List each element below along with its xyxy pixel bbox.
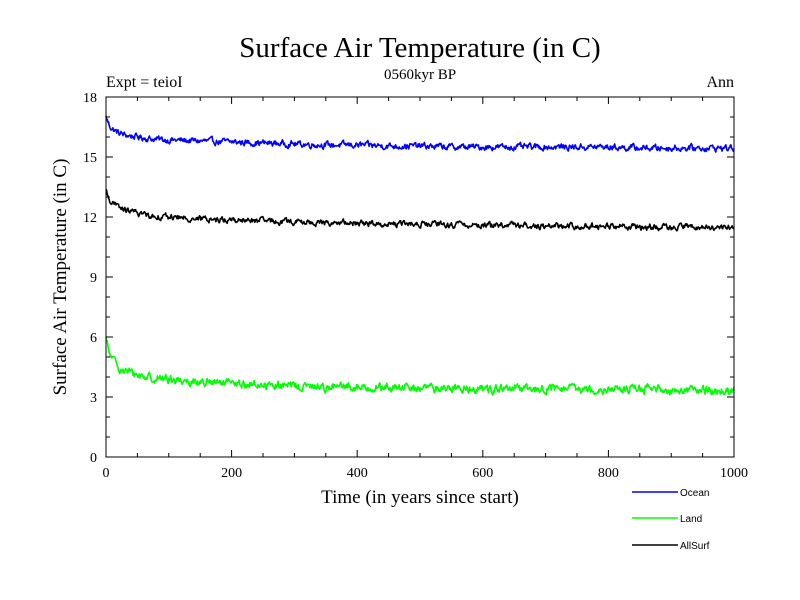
y-tick-label: 0 [90, 451, 97, 466]
experiment-label: Expt = teioI [106, 74, 183, 91]
y-tick-label: 18 [83, 91, 97, 106]
y-tick-label: 9 [90, 271, 97, 286]
plot-frame [105, 96, 735, 458]
y-tick-label: 12 [83, 211, 97, 226]
x-tick-label: 400 [347, 466, 368, 481]
legend-label-land: Land [680, 514, 702, 525]
tick-layer: 0 200 400 600 800 1000 0 3 6 9 12 15 18 [83, 91, 748, 481]
series-layer [105, 115, 735, 396]
y-tick-label: 3 [90, 391, 97, 406]
legend-label-ocean: Ocean [680, 488, 709, 499]
legend-label-allsurf: AllSurf [680, 541, 710, 552]
x-tick-label: 1000 [720, 466, 748, 481]
x-tick-label: 0 [103, 466, 110, 481]
series-line-ocean [105, 115, 735, 153]
chart-title: Surface Air Temperature (in C) [239, 32, 600, 64]
x-tick-label: 200 [221, 466, 242, 481]
series-line-land [105, 336, 735, 396]
x-tick-label: 600 [472, 466, 493, 481]
x-axis-label: Time (in years since start) [321, 487, 519, 508]
season-label: Ann [706, 74, 734, 91]
legend: Ocean Land AllSurf [632, 488, 710, 552]
y-axis-label: Surface Air Temperature (in C) [50, 159, 71, 396]
chart-subtitle: 0560kyr BP [384, 67, 456, 83]
y-tick-label: 15 [83, 151, 97, 166]
x-tick-label: 800 [598, 466, 619, 481]
series-line-allsurf [105, 188, 735, 232]
y-tick-label: 6 [90, 331, 97, 346]
